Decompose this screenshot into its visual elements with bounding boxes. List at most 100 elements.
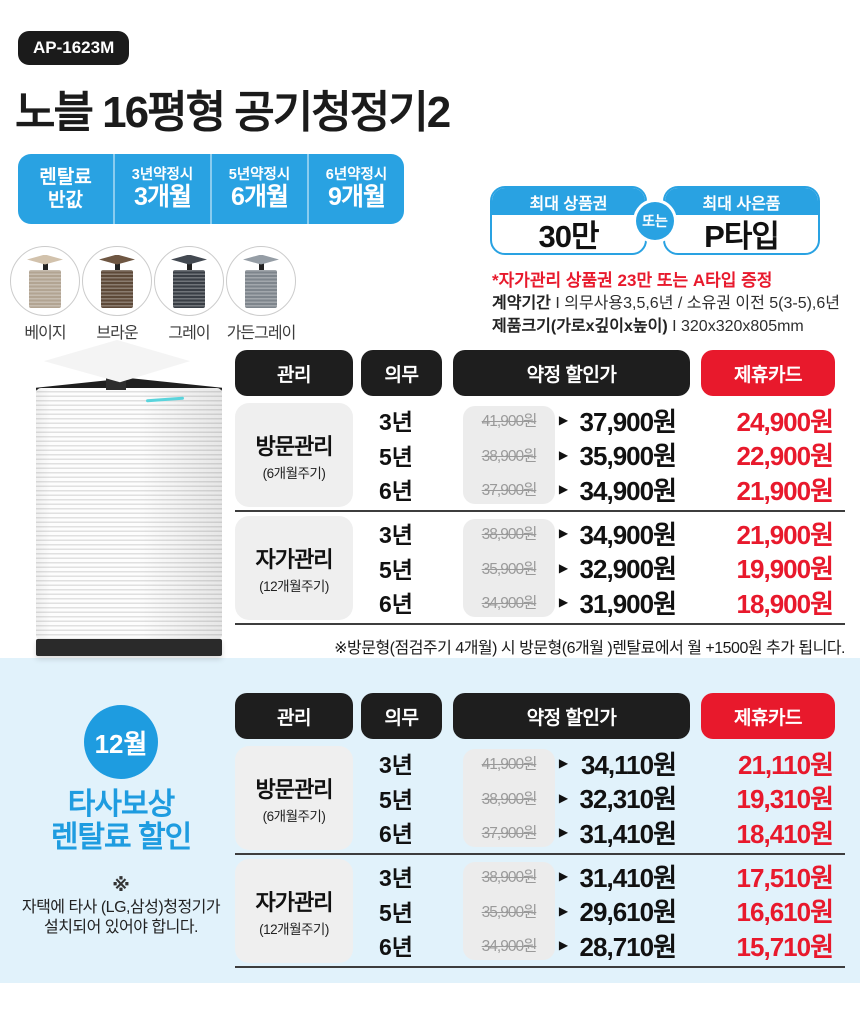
discounted-price: 31,410원 [579, 818, 677, 849]
card-price: 18,410원 [736, 818, 834, 849]
banner-condition: 5년약정시 [228, 167, 291, 183]
table-row: 3년 41,900원 ▶ 34,110원 21,110원 [235, 746, 845, 781]
or-badge: 또는 [636, 202, 674, 240]
column-header-card: 제휴카드 [701, 693, 835, 739]
discounted-price: 34,900원 [579, 475, 677, 506]
original-price: 37,900원 [481, 482, 538, 500]
spec-size-value: I 320x320x805mm [672, 318, 804, 335]
discounted-price: 31,900원 [579, 588, 677, 619]
table-row: 6년 34,900원 ▶ 28,710원 15,710원 [235, 928, 845, 963]
banner-item-5yr: 5년약정시 6개월 [210, 154, 307, 224]
column-header-card: 제휴카드 [701, 350, 835, 396]
mini-product-plate [27, 254, 63, 265]
card-price: 17,510원 [736, 862, 834, 893]
color-option-garden-gray[interactable]: 가든그레이 [226, 246, 296, 343]
color-swatch-circle[interactable] [10, 246, 80, 316]
price-table-header: 관리 의무 약정 할인가 제휴카드 [235, 693, 845, 739]
gift-voucher-box: 최대 상품권 30만 [490, 186, 647, 255]
banner-benefit: 9개월 [328, 183, 386, 211]
mini-product-plate [99, 254, 135, 265]
group-label: 자가관리 (12개월주기) [235, 859, 353, 963]
mini-product-body [173, 269, 205, 308]
original-price: 41,900원 [481, 413, 538, 431]
page-title: 노블 16평형 공기청정기2 [15, 88, 451, 137]
original-price-background [463, 749, 555, 847]
group-name: 방문관리 [255, 433, 334, 459]
rental-promo-banner: 렌탈료 반값 3년약정시 3개월 5년약정시 6개월 6년약정시 9개월 [18, 154, 404, 224]
card-price: 15,710원 [736, 931, 834, 962]
price-table-header: 관리 의무 약정 할인가 제휴카드 [235, 350, 845, 396]
banner-condition: 6년약정시 [325, 167, 388, 183]
table-divider [235, 623, 845, 625]
spec-contract-label: 계약기간 [492, 295, 551, 312]
table-group-self: 자가관리 (12개월주기) 3년 38,900원 ▶ 34,900원 21,90… [235, 516, 845, 620]
term-cell: 3년 [379, 409, 413, 436]
term-cell: 6년 [379, 591, 413, 618]
spec-size: 제품크기(가로x깊이x높이) I 320x320x805mm [492, 315, 840, 338]
december-price-table: 관리 의무 약정 할인가 제휴카드 방문관리 (6개월주기) 3년 41,900… [235, 693, 845, 972]
card-price: 24,900원 [736, 406, 834, 437]
mini-product-body [245, 269, 277, 308]
table-footnote: ※방문형(점검주기 4개월) 시 방문형(6개월 )렌탈료에서 월 +1500원… [334, 640, 845, 657]
term-cell: 6년 [379, 478, 413, 505]
gift-item-box: 최대 사은품 P타입 [663, 186, 820, 255]
arrow-right-icon: ▶ [558, 825, 569, 840]
color-swatch-circle[interactable] [82, 246, 152, 316]
original-price: 38,900원 [481, 447, 538, 465]
banner-benefit: 6개월 [231, 183, 289, 211]
term-cell: 5년 [379, 786, 413, 813]
self-manage-gift-note: *자가관리 상품권 23만 또는 A타입 증정 [492, 271, 773, 290]
original-price: 35,900원 [481, 560, 538, 578]
banner-highlight-top: 렌탈료 [39, 167, 92, 188]
original-price-background [463, 406, 555, 504]
card-price: 16,610원 [736, 897, 834, 928]
table-row: 5년 38,900원 ▶ 35,900원 22,900원 [235, 438, 845, 473]
term-cell: 3년 [379, 522, 413, 549]
original-price: 37,900원 [481, 825, 538, 843]
color-option-beige[interactable]: 베이지 [10, 246, 80, 343]
spec-contract-value: I 의무사용3,5,6년 / 소유권 이전 5(3-5),6년 [555, 295, 840, 312]
card-price: 18,900원 [736, 588, 834, 619]
term-cell: 3년 [379, 752, 413, 779]
mini-product-plate [171, 254, 207, 265]
original-price: 34,900원 [481, 938, 538, 956]
mini-product-stem [258, 262, 264, 270]
december-headline-line1: 타사보상 [67, 788, 175, 821]
arrow-right-icon: ▶ [558, 560, 569, 575]
december-headline-line2: 렌탈료 할인 [50, 821, 192, 854]
color-option-label: 베이지 [24, 325, 66, 342]
table-row: 6년 37,900원 ▶ 31,410원 18,410원 [235, 815, 845, 850]
discounted-price: 37,900원 [579, 406, 677, 437]
card-price: 22,900원 [736, 441, 834, 472]
banner-highlight-bottom: 반값 [48, 190, 83, 211]
group-cycle: (12개월주기) [259, 578, 329, 594]
product-specs: 계약기간 I 의무사용3,5,6년 / 소유권 이전 5(3-5),6년 제품크… [492, 292, 840, 338]
color-swatch-circle[interactable] [226, 246, 296, 316]
color-option-brown[interactable]: 브라운 [82, 246, 152, 343]
term-cell: 6년 [379, 821, 413, 848]
banner-highlight: 렌탈료 반값 [18, 154, 113, 224]
discounted-price: 28,710원 [579, 931, 677, 962]
table-row: 5년 38,900원 ▶ 32,310원 19,310원 [235, 781, 845, 816]
card-price: 21,110원 [737, 749, 834, 780]
table-row: 5년 35,900원 ▶ 29,610원 16,610원 [235, 894, 845, 929]
december-condition: 자택에 타사 (LG,삼성)청정기가 설치되어 있어야 합니다. [10, 898, 232, 938]
table-divider [235, 510, 845, 512]
table-group-self: 자가관리 (12개월주기) 3년 38,900원 ▶ 31,410원 17,51… [235, 859, 845, 963]
asterisk-mark: ※ [112, 875, 130, 895]
original-price-background [463, 519, 555, 617]
discounted-price: 34,110원 [580, 749, 677, 780]
table-row: 6년 34,900원 ▶ 31,900원 18,900원 [235, 585, 845, 620]
arrow-right-icon: ▶ [558, 413, 569, 428]
color-swatch-circle[interactable] [154, 246, 224, 316]
arrow-right-icon: ▶ [558, 938, 569, 953]
color-option-gray[interactable]: 그레이 [154, 246, 224, 343]
term-cell: 6년 [379, 934, 413, 961]
mini-product-plate [243, 254, 279, 265]
column-header-term: 의무 [361, 350, 442, 396]
group-cycle: (6개월주기) [262, 808, 326, 824]
table-row: 6년 37,900원 ▶ 34,900원 21,900원 [235, 472, 845, 507]
term-cell: 5년 [379, 556, 413, 583]
december-headline: 타사보상 렌탈료 할인 [10, 788, 232, 854]
